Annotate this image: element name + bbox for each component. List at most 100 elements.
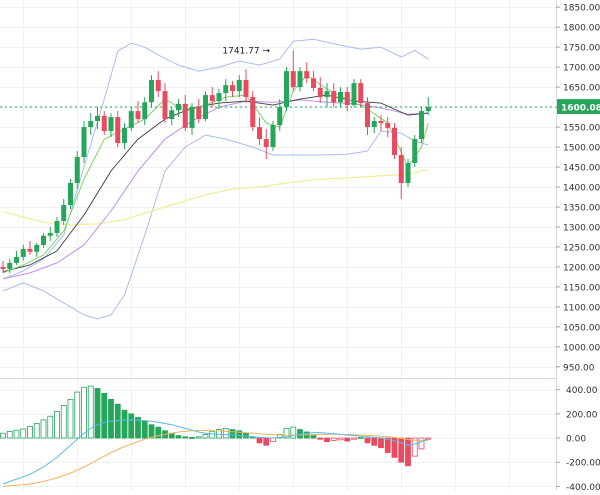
- candle-body-down: [392, 127, 397, 156]
- macd-histogram-bar-positive: [283, 427, 290, 439]
- macd-histogram-bar-negative: [351, 437, 357, 440]
- macd-histogram-bar-negative: [378, 437, 384, 449]
- candle-body-up: [338, 91, 343, 103]
- macd-histogram-bar-positive: [128, 413, 135, 439]
- candle-body-up: [236, 79, 242, 92]
- macd-axis-tick-label: 200.00: [566, 410, 598, 420]
- candle-body-up: [371, 121, 377, 128]
- macd-histogram-bar-positive: [357, 437, 364, 439]
- candle-body-up: [351, 83, 357, 106]
- candle-body-down: [115, 117, 121, 144]
- candle-body-up: [128, 111, 134, 128]
- candle-body-up: [88, 121, 94, 128]
- macd-histogram-bar-positive: [47, 415, 54, 439]
- macd-histogram-bar-negative: [405, 437, 411, 467]
- candle-body-up: [216, 93, 222, 102]
- candle-body-down: [365, 103, 370, 128]
- candle-body-up: [7, 262, 13, 269]
- macd-histogram-bar-negative: [317, 437, 324, 440]
- macd-histogram-bar-negative: [344, 437, 351, 442]
- macd-histogram-bar-negative: [398, 437, 405, 463]
- candles-series[interactable]: [0, 50, 431, 273]
- candle-body-down: [398, 155, 404, 184]
- macd-axis: 400.00 200.00 0.00 -200.00 -400.00: [556, 386, 600, 493]
- last-price-tag: [557, 99, 600, 115]
- macd-histogram-bar-positive: [121, 409, 128, 439]
- macd-histogram-bar-negative: [324, 437, 330, 443]
- candle-body-up: [425, 107, 431, 112]
- candle-body-down: [101, 115, 107, 132]
- candle-body-up: [419, 111, 424, 140]
- bollinger-lower-line: [2, 130, 429, 320]
- candle-body-up: [412, 139, 418, 164]
- price-markers: 1741.77 →: [0, 46, 556, 108]
- candle-body-up: [34, 244, 40, 252]
- macd-histogram-bar-positive: [81, 386, 87, 439]
- macd-histogram-bar-positive: [202, 433, 209, 439]
- candle-body-up: [169, 110, 175, 120]
- candle-body-up: [270, 125, 276, 148]
- macd-histogram-bar-positive: [310, 435, 317, 439]
- candle-body-up: [405, 163, 411, 184]
- grid-lines: [0, 0, 556, 490]
- moving-average-yellow-line: [2, 169, 429, 226]
- candle-body-down: [263, 139, 269, 148]
- macd-histogram-bar-positive: [60, 404, 67, 439]
- macd-histogram-bar-positive: [108, 398, 114, 439]
- candle-body-up: [108, 117, 114, 132]
- candle-body-up: [47, 232, 53, 236]
- candle-body-up: [54, 220, 60, 233]
- candle-body-down: [243, 79, 249, 98]
- price-axis-tick-label: 1550.00: [563, 124, 600, 134]
- macd-histogram-bar-positive: [236, 430, 243, 439]
- price-axis-tick-label: 1700.00: [563, 64, 600, 74]
- macd-histogram-bar-positive: [290, 426, 297, 439]
- macd-histogram-bar-negative: [425, 437, 432, 440]
- candle-body-up: [284, 71, 289, 108]
- macd-histogram-bar-positive: [94, 388, 101, 439]
- max-price-label: 1741.77 →: [222, 46, 270, 56]
- candle-body-down: [155, 79, 161, 92]
- bollinger-upper-line: [2, 38, 429, 280]
- candle-body-up: [297, 71, 303, 88]
- macd-histogram-bar-positive: [33, 423, 40, 439]
- macd-histogram-bar-positive: [222, 427, 229, 439]
- price-axis-tick-label: 1050.00: [563, 323, 600, 333]
- candle-body-up: [68, 183, 73, 205]
- price-axis-tick-label: 1650.00: [563, 84, 600, 94]
- candle-body-up: [149, 79, 154, 103]
- last-price-tag-label: 1600.08: [561, 104, 600, 114]
- candle-body-down: [358, 83, 364, 104]
- macd-histogram-bar-positive: [87, 385, 94, 439]
- macd-histogram-bar-negative: [384, 437, 391, 453]
- macd-histogram-bar-negative: [330, 437, 337, 441]
- price-axis-tick-label: 1800.00: [563, 24, 600, 34]
- macd-histogram-bar-positive: [276, 433, 283, 439]
- candle-body-down: [385, 123, 391, 128]
- price-axis-tick-label: 1000.00: [563, 343, 600, 353]
- macd-histogram-bar-negative: [337, 437, 344, 441]
- macd-histogram-bar-positive: [13, 429, 20, 439]
- macd-histogram-bar-positive: [40, 419, 47, 439]
- macd-histogram-bar-positive: [0, 432, 6, 439]
- candle-body-up: [14, 256, 19, 263]
- macd-histogram-bar-negative: [391, 437, 398, 458]
- macd-histogram-bar-positive: [155, 426, 162, 439]
- candle-body-up: [81, 127, 87, 158]
- candle-body-up: [41, 235, 46, 245]
- macd-signal-line: [2, 430, 429, 487]
- price-axis-tick-label: 1400.00: [563, 184, 600, 194]
- macd-panel[interactable]: [0, 385, 432, 487]
- macd-line: [2, 419, 429, 485]
- price-axis-tick-label: 1250.00: [563, 243, 600, 253]
- candle-body-down: [311, 78, 316, 88]
- macd-histogram-bar-positive: [6, 430, 13, 439]
- candle-body-up: [74, 157, 80, 184]
- macd-axis-tick-label: 400.00: [566, 386, 598, 396]
- macd-axis-tick-label: 0.00: [566, 435, 586, 445]
- candle-body-up: [189, 107, 195, 128]
- macd-histogram-bar-negative: [364, 437, 371, 444]
- macd-histogram-bar-negative: [371, 437, 378, 446]
